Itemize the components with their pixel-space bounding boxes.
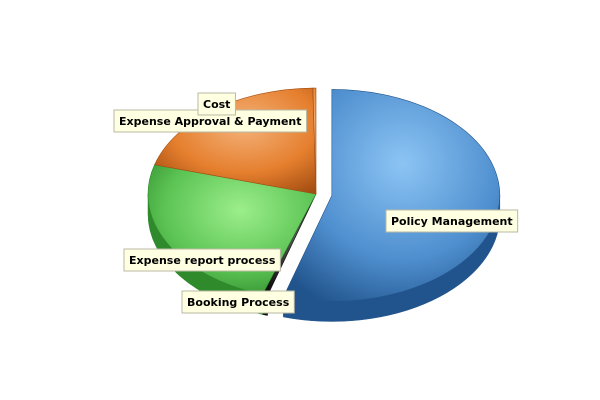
label-box-booking-process	[181, 290, 295, 314]
label-booking-process: Booking Process	[181, 290, 295, 314]
label-expense-report-process: Expense report process	[123, 248, 281, 272]
label-text-cost: Cost	[203, 98, 230, 111]
label-text-booking-process: Booking Process	[187, 296, 290, 309]
slice-cost[interactable]	[312, 87, 317, 195]
label-text-expense-report-process: Expense report process	[129, 254, 276, 267]
label-text-expense-approval-and-payment: Expense Approval & Payment	[119, 115, 302, 128]
label-expense-approval-and-payment: Expense Approval & Payment	[113, 109, 308, 133]
label-text-policy-management: Policy Management	[391, 215, 513, 228]
pie-labels: Policy Management Booking Process Expense …	[113, 92, 519, 314]
label-cost: Cost	[197, 92, 236, 116]
label-policy-management: Policy Management	[385, 209, 519, 233]
label-box-policy-management	[385, 209, 519, 233]
label-box-cost	[197, 92, 236, 116]
label-box-expense-report-process	[123, 248, 281, 272]
